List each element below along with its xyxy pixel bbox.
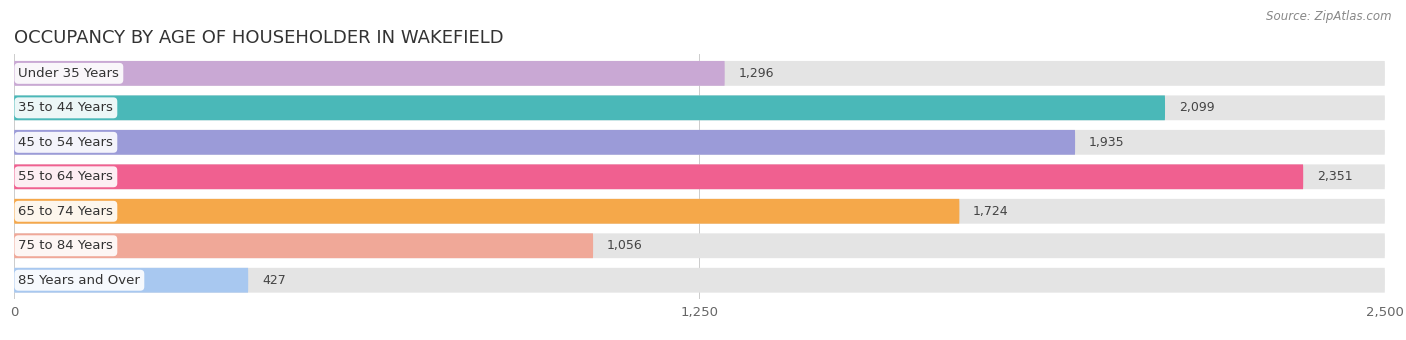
Text: 2,099: 2,099 [1178, 101, 1215, 114]
Text: 1,296: 1,296 [738, 67, 773, 80]
Text: 55 to 64 Years: 55 to 64 Years [18, 170, 114, 183]
FancyBboxPatch shape [14, 233, 1385, 258]
FancyBboxPatch shape [14, 268, 249, 293]
Text: 45 to 54 Years: 45 to 54 Years [18, 136, 114, 149]
FancyBboxPatch shape [14, 164, 1303, 189]
Text: 2,351: 2,351 [1317, 170, 1353, 183]
FancyBboxPatch shape [14, 61, 724, 86]
Text: 85 Years and Over: 85 Years and Over [18, 274, 141, 287]
FancyBboxPatch shape [14, 96, 1166, 120]
FancyBboxPatch shape [14, 61, 1385, 86]
FancyBboxPatch shape [14, 199, 1385, 224]
Text: 75 to 84 Years: 75 to 84 Years [18, 239, 114, 252]
Text: Source: ZipAtlas.com: Source: ZipAtlas.com [1267, 10, 1392, 23]
Text: 1,056: 1,056 [607, 239, 643, 252]
Text: Under 35 Years: Under 35 Years [18, 67, 120, 80]
FancyBboxPatch shape [14, 233, 593, 258]
Text: 65 to 74 Years: 65 to 74 Years [18, 205, 114, 218]
FancyBboxPatch shape [14, 96, 1385, 120]
Text: 427: 427 [262, 274, 285, 287]
FancyBboxPatch shape [14, 268, 1385, 293]
FancyBboxPatch shape [14, 164, 1385, 189]
FancyBboxPatch shape [14, 130, 1076, 155]
FancyBboxPatch shape [14, 130, 1385, 155]
Text: 1,724: 1,724 [973, 205, 1008, 218]
Text: 35 to 44 Years: 35 to 44 Years [18, 101, 114, 114]
Text: 1,935: 1,935 [1088, 136, 1125, 149]
FancyBboxPatch shape [14, 199, 959, 224]
Text: OCCUPANCY BY AGE OF HOUSEHOLDER IN WAKEFIELD: OCCUPANCY BY AGE OF HOUSEHOLDER IN WAKEF… [14, 29, 503, 47]
